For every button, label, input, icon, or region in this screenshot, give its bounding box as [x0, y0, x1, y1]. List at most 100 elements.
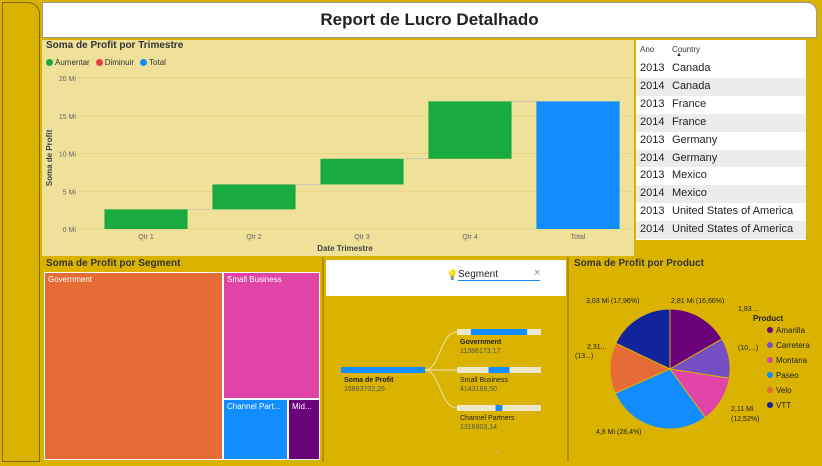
legend-marker	[767, 402, 773, 408]
cell-country: Germany	[672, 133, 718, 146]
close-icon[interactable]: ×	[534, 267, 541, 279]
x-tick-label: Qtr 1	[138, 234, 154, 241]
y-tick-label: 10 Mi	[59, 152, 77, 159]
waterfall-title: Soma de Profit por Trimestre	[46, 40, 184, 51]
node-label: Channel Partners	[460, 415, 515, 422]
pie-data-label: 2,81 Mi (16,66%)	[671, 298, 724, 305]
product-pie-chart: 3,03 Mi (17,96%) 2,81 Mi (16,66%) 1,83 ...…	[575, 298, 810, 436]
segment-search-box[interactable]: 💡 Segment ×	[326, 260, 566, 296]
pie-legend-label: Velo	[776, 386, 792, 395]
node-value: 1316803,14	[460, 424, 497, 431]
waterfall-bar	[320, 158, 404, 185]
sort-arrow-icon: ▲	[676, 52, 682, 58]
cell-country: United States of America	[672, 205, 794, 218]
y-tick-label: 0 Mi	[63, 227, 77, 234]
cell-country: Mexico	[672, 169, 707, 182]
tree-connector	[424, 331, 458, 371]
node-bar	[470, 329, 528, 335]
y-tick-label: 15 Mi	[59, 114, 77, 121]
x-tick-label: Qtr 2	[246, 234, 262, 241]
lightbulb-icon: 💡	[446, 270, 459, 281]
pie-data-label: (13...)	[575, 353, 593, 360]
table-row[interactable]: 2013 United States of America	[636, 203, 806, 222]
column-header-ano[interactable]: Ano	[640, 45, 655, 54]
node-label: Small Business	[460, 377, 508, 384]
pie-data-label: 2,11 Mi	[731, 406, 754, 413]
pie-data-label: 2,31...	[587, 344, 607, 351]
pie-slice	[614, 368, 707, 430]
waterfall-legend: Aumentar Diminuir Total	[46, 58, 166, 67]
report-title: Report de Lucro Detalhado	[320, 10, 539, 29]
table-row[interactable]: 2014 France	[636, 113, 806, 132]
pie-legend-label: Carretera	[776, 341, 810, 350]
legend-marker	[767, 387, 773, 393]
pie-data-label: 4,8 Mi (28,4%)	[596, 429, 642, 436]
node-bar	[495, 405, 503, 411]
cell-country: France	[672, 97, 707, 110]
left-nav-strip	[2, 2, 40, 462]
product-pie-title: Soma de Profit por Product	[574, 258, 705, 269]
node-label: Government	[460, 339, 502, 346]
y-tick-label: 20 Mi	[59, 76, 77, 83]
cell-country: Canada	[672, 79, 711, 92]
pane-divider	[322, 257, 324, 462]
treemap-cell-midmarket[interactable]: Mid...	[288, 399, 320, 460]
table-row[interactable]: 2013 Canada	[636, 60, 806, 78]
country-table[interactable]: Ano Country ▲ 2013 Canada 2014 Canada 2013 Fr…	[636, 40, 806, 240]
legend-marker	[767, 357, 773, 363]
treemap-cell-government[interactable]: Government	[44, 272, 223, 460]
legend-item-total[interactable]: Total	[140, 58, 166, 67]
table-row[interactable]: 2013 Mexico	[636, 167, 806, 186]
cell-year: 2013	[640, 169, 665, 182]
cell-year: 2014	[640, 151, 665, 164]
segment-search-input[interactable]: Segment	[458, 269, 540, 281]
decomposition-tree-visual[interactable]: 💡 Segment × Soma de Profit 16893702,26 Gov…	[325, 257, 567, 462]
pie-slice	[669, 308, 723, 370]
tree-connector	[424, 369, 458, 409]
chevron-down-icon: ⌄	[493, 445, 501, 455]
cell-year: 2014	[640, 223, 665, 236]
treemap-cell-channel-partners[interactable]: Channel Part...	[223, 399, 288, 460]
node-bar	[488, 367, 510, 373]
cell-year: 2013	[640, 62, 665, 74]
y-axis-title: Soma de Profit	[45, 129, 54, 186]
table-row[interactable]: 2014 Germany	[636, 149, 806, 168]
cell-country: France	[672, 115, 707, 128]
table-header: Ano Country ▲	[636, 40, 806, 60]
waterfall-visual[interactable]: Soma de Profit por Trimestre Aumentar Di…	[42, 40, 634, 256]
pane-divider	[567, 257, 569, 462]
legend-item-diminuir[interactable]: Diminuir	[95, 58, 134, 67]
root-bar	[341, 367, 425, 373]
pie-legend-label: VTT	[776, 401, 791, 410]
product-pie-visual[interactable]: Soma de Profit por Product 3,03 Mi (17,9…	[570, 257, 818, 462]
table-row[interactable]: 2014 Mexico	[636, 185, 806, 204]
pie-data-label: (12,52%)	[731, 416, 759, 423]
table-row[interactable]: 2014 Canada	[636, 77, 806, 96]
pie-legend-label: Amarilla	[776, 326, 805, 335]
node-value: 4143168,50	[460, 386, 497, 393]
cell-country: Germany	[672, 151, 718, 164]
legend-item-aumentar[interactable]: Aumentar	[46, 58, 90, 67]
table-row[interactable]: 2013 France	[636, 95, 806, 114]
cell-year: 2014	[640, 187, 665, 200]
waterfall-chart: 0 Mi 5 Mi 10 Mi 15 Mi 20 Mi Qtr 1 Qtr 2 Qtr 3 Qt…	[45, 76, 632, 253]
root-value: 16893702,26	[344, 386, 385, 393]
x-tick-label: Qtr 4	[462, 234, 478, 241]
cell-country: United States of America	[672, 223, 794, 236]
cell-year: 2014	[640, 115, 665, 128]
waterfall-bar	[428, 101, 512, 159]
column-header-country[interactable]: Country	[672, 45, 701, 54]
waterfall-bar	[104, 209, 188, 229]
cell-country: Mexico	[672, 187, 707, 200]
pie-legend-title: Product	[753, 314, 784, 323]
cell-year: 2013	[640, 205, 665, 218]
segment-treemap-visual[interactable]: Soma de Profit por Segment Government Sm…	[42, 257, 322, 462]
report-title-bar: Report de Lucro Detalhado	[42, 2, 817, 38]
table-row[interactable]: 2013 Germany	[636, 131, 806, 150]
treemap-cell-small-business[interactable]: Small Business	[223, 272, 320, 399]
pie-legend-label: Montana	[776, 356, 808, 365]
pie-legend-label: Paseo	[776, 371, 799, 380]
table-row[interactable]: 2014 United States of America	[636, 221, 806, 240]
x-axis-title: Date Trimestre	[317, 244, 373, 253]
